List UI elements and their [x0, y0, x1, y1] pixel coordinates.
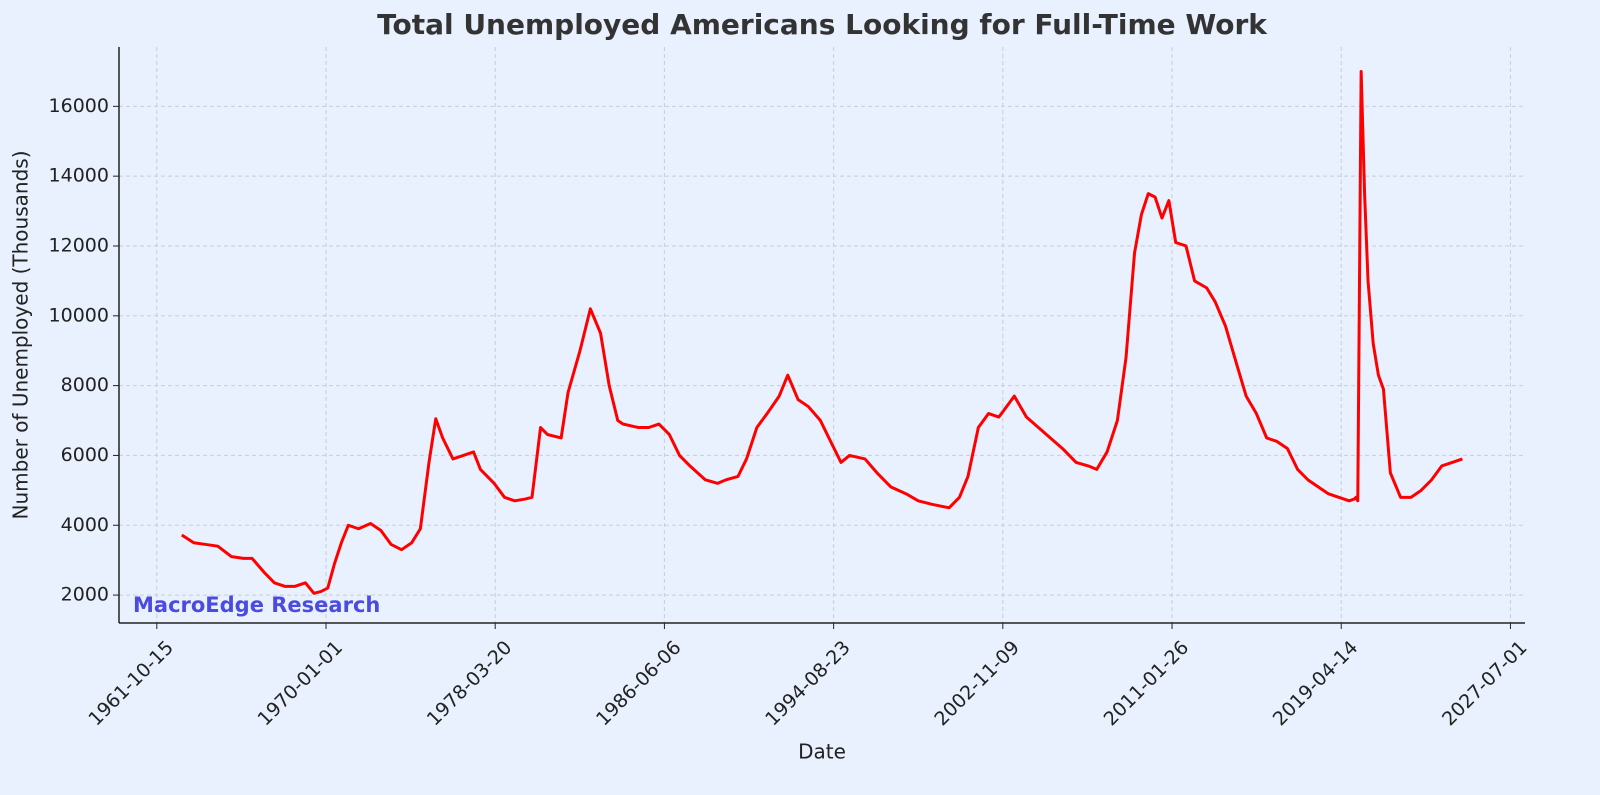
chart-title: Total Unemployed Americans Looking for F…: [377, 8, 1268, 41]
y-tick-label: 12000: [49, 234, 109, 256]
x-tick-label: 1986-06-06: [592, 637, 686, 731]
x-tick-label: 2019-04-14: [1269, 637, 1363, 731]
x-tick-label: 1978-03-20: [423, 637, 517, 731]
y-tick-label: 6000: [61, 444, 109, 466]
x-tick-label: 1970-01-01: [254, 637, 348, 731]
y-axis-label: Number of Unemployed (Thousands): [9, 151, 33, 520]
x-tick-label: 2027-07-01: [1438, 637, 1532, 731]
x-tick-label: 1994-08-23: [761, 637, 855, 731]
x-tick-label: 1961-10-15: [84, 637, 178, 731]
x-tick-label: 2011-01-26: [1100, 637, 1194, 731]
y-tick-label: 14000: [49, 165, 109, 187]
y-tick-label: 16000: [49, 95, 109, 117]
data-line: [180, 69, 1463, 595]
y-tick-label: 10000: [49, 304, 109, 326]
x-axis-label: Date: [798, 740, 846, 764]
watermark: MacroEdge Research: [133, 593, 380, 617]
x-tick-label: 2002-11-09: [930, 637, 1024, 731]
y-tick-label: 4000: [61, 514, 109, 536]
y-tick-label: 2000: [61, 584, 109, 606]
y-tick-label: 8000: [61, 374, 109, 396]
